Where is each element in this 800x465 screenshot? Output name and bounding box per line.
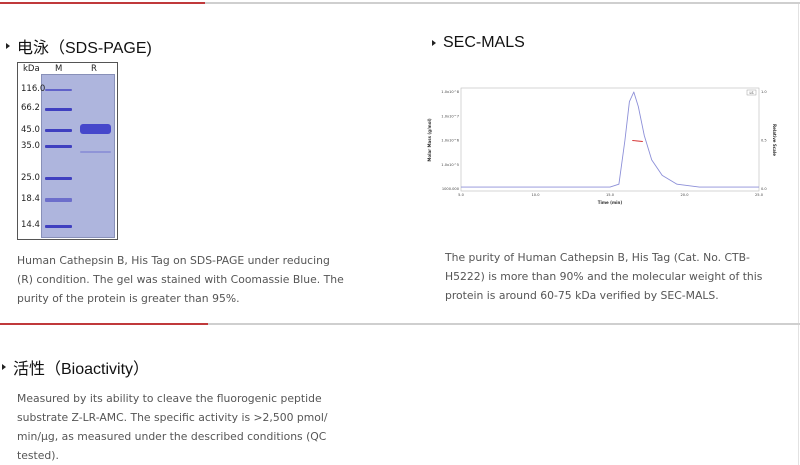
caption-line: H5222) is more than 90% and the molecula… <box>445 270 763 283</box>
text-line: substrate Z-LR-AMC. The specific activit… <box>17 411 328 424</box>
molar-mass-line <box>632 140 643 142</box>
y-tick-label: 1000.000 <box>442 187 460 191</box>
x-tick-label: 5.0 <box>458 193 464 197</box>
y-tick-label: 1.0x10^6 <box>441 139 459 143</box>
y2-axis-label: Relative Scale <box>772 124 777 156</box>
section-divider <box>0 323 800 325</box>
sds-page-caption: Human Cathepsin B, His Tag on SDS-PAGE u… <box>17 251 344 308</box>
sample-band-main <box>80 124 111 134</box>
x-tick-label: 10.0 <box>531 193 540 197</box>
y2-tick-label: 1.0 <box>761 90 767 94</box>
top-divider <box>0 2 800 4</box>
caption-line: protein is around 60-75 kDa verified by … <box>445 289 719 302</box>
text-line: Measured by its ability to cleave the fl… <box>17 392 322 405</box>
sec-mals-title: SEC-MALS <box>443 34 525 51</box>
caption-line: (R) condition. The gel was stained with … <box>17 273 344 286</box>
y2-tick-label: 0.0 <box>761 187 767 191</box>
kda-label: kDa <box>23 64 40 74</box>
sds-page-heading: 电泳（SDS-PAGE) <box>6 34 152 58</box>
sample-band-minor <box>80 151 111 153</box>
right-border <box>798 4 799 465</box>
sec-mals-heading: SEC-MALS <box>432 34 525 52</box>
marker-band <box>45 198 72 202</box>
sec-mals-caption: The purity of Human Cathepsin B, His Tag… <box>445 248 762 305</box>
marker-band <box>45 145 72 148</box>
y2-tick-label: 0.5 <box>761 139 767 143</box>
marker-band <box>45 89 72 91</box>
y-tick-label: 1.0x10^8 <box>441 90 459 94</box>
bioactivity-heading: 活性（Bioactivity） <box>2 355 149 379</box>
marker-label: 35.0 <box>21 141 40 151</box>
sec-mals-chart: 1000.000 1.0x10^5 1.0x10^6 1.0x10^7 1.0x10^8… <box>427 87 777 205</box>
y-axis-label: Molar Mass (g/mol) <box>427 118 432 161</box>
sds-page-gel-image: kDa M R 116.0 66.2 45.0 35.0 25.0 18.4 1… <box>17 62 118 240</box>
ls-trace-line <box>461 91 759 188</box>
sds-page-title: 电泳（SDS-PAGE) <box>17 40 152 57</box>
marker-label: 66.2 <box>21 103 40 113</box>
lane-r-label: R <box>91 64 97 74</box>
caption-line: Human Cathepsin B, His Tag on SDS-PAGE u… <box>17 254 330 267</box>
x-tick-label: 15.0 <box>606 193 615 197</box>
marker-band <box>45 129 72 132</box>
bullet-triangle-icon <box>2 364 6 370</box>
marker-band <box>45 177 72 180</box>
x-tick-label: 25.0 <box>755 193 764 197</box>
x-tick-label: 20.0 <box>680 193 689 197</box>
legend-label: LS <box>749 91 753 95</box>
plot-area <box>460 87 760 192</box>
marker-label: 45.0 <box>21 125 40 135</box>
legend-box <box>746 89 757 96</box>
marker-band <box>45 225 72 228</box>
bioactivity-text: Measured by its ability to cleave the fl… <box>17 389 328 465</box>
text-line: tested). <box>17 449 59 462</box>
y-tick-label: 1.0x10^7 <box>441 114 459 118</box>
marker-label: 116.0 <box>21 84 46 94</box>
caption-line: purity of the protein is greater than 95… <box>17 292 240 305</box>
y-tick-label: 1.0x10^5 <box>441 163 459 167</box>
marker-label: 18.4 <box>21 194 40 204</box>
x-axis-label: Time (min) <box>598 200 623 205</box>
lane-m-label: M <box>55 64 63 74</box>
marker-label: 14.4 <box>21 220 40 230</box>
bullet-triangle-icon <box>6 43 10 49</box>
marker-band <box>45 108 72 111</box>
marker-label: 25.0 <box>21 173 40 183</box>
text-line: min/µg, as measured under the described … <box>17 430 327 443</box>
caption-line: The purity of Human Cathepsin B, His Tag… <box>445 251 750 264</box>
bioactivity-title: 活性（Bioactivity） <box>13 361 150 378</box>
gel-lanes <box>41 74 115 238</box>
bullet-triangle-icon <box>432 40 436 46</box>
